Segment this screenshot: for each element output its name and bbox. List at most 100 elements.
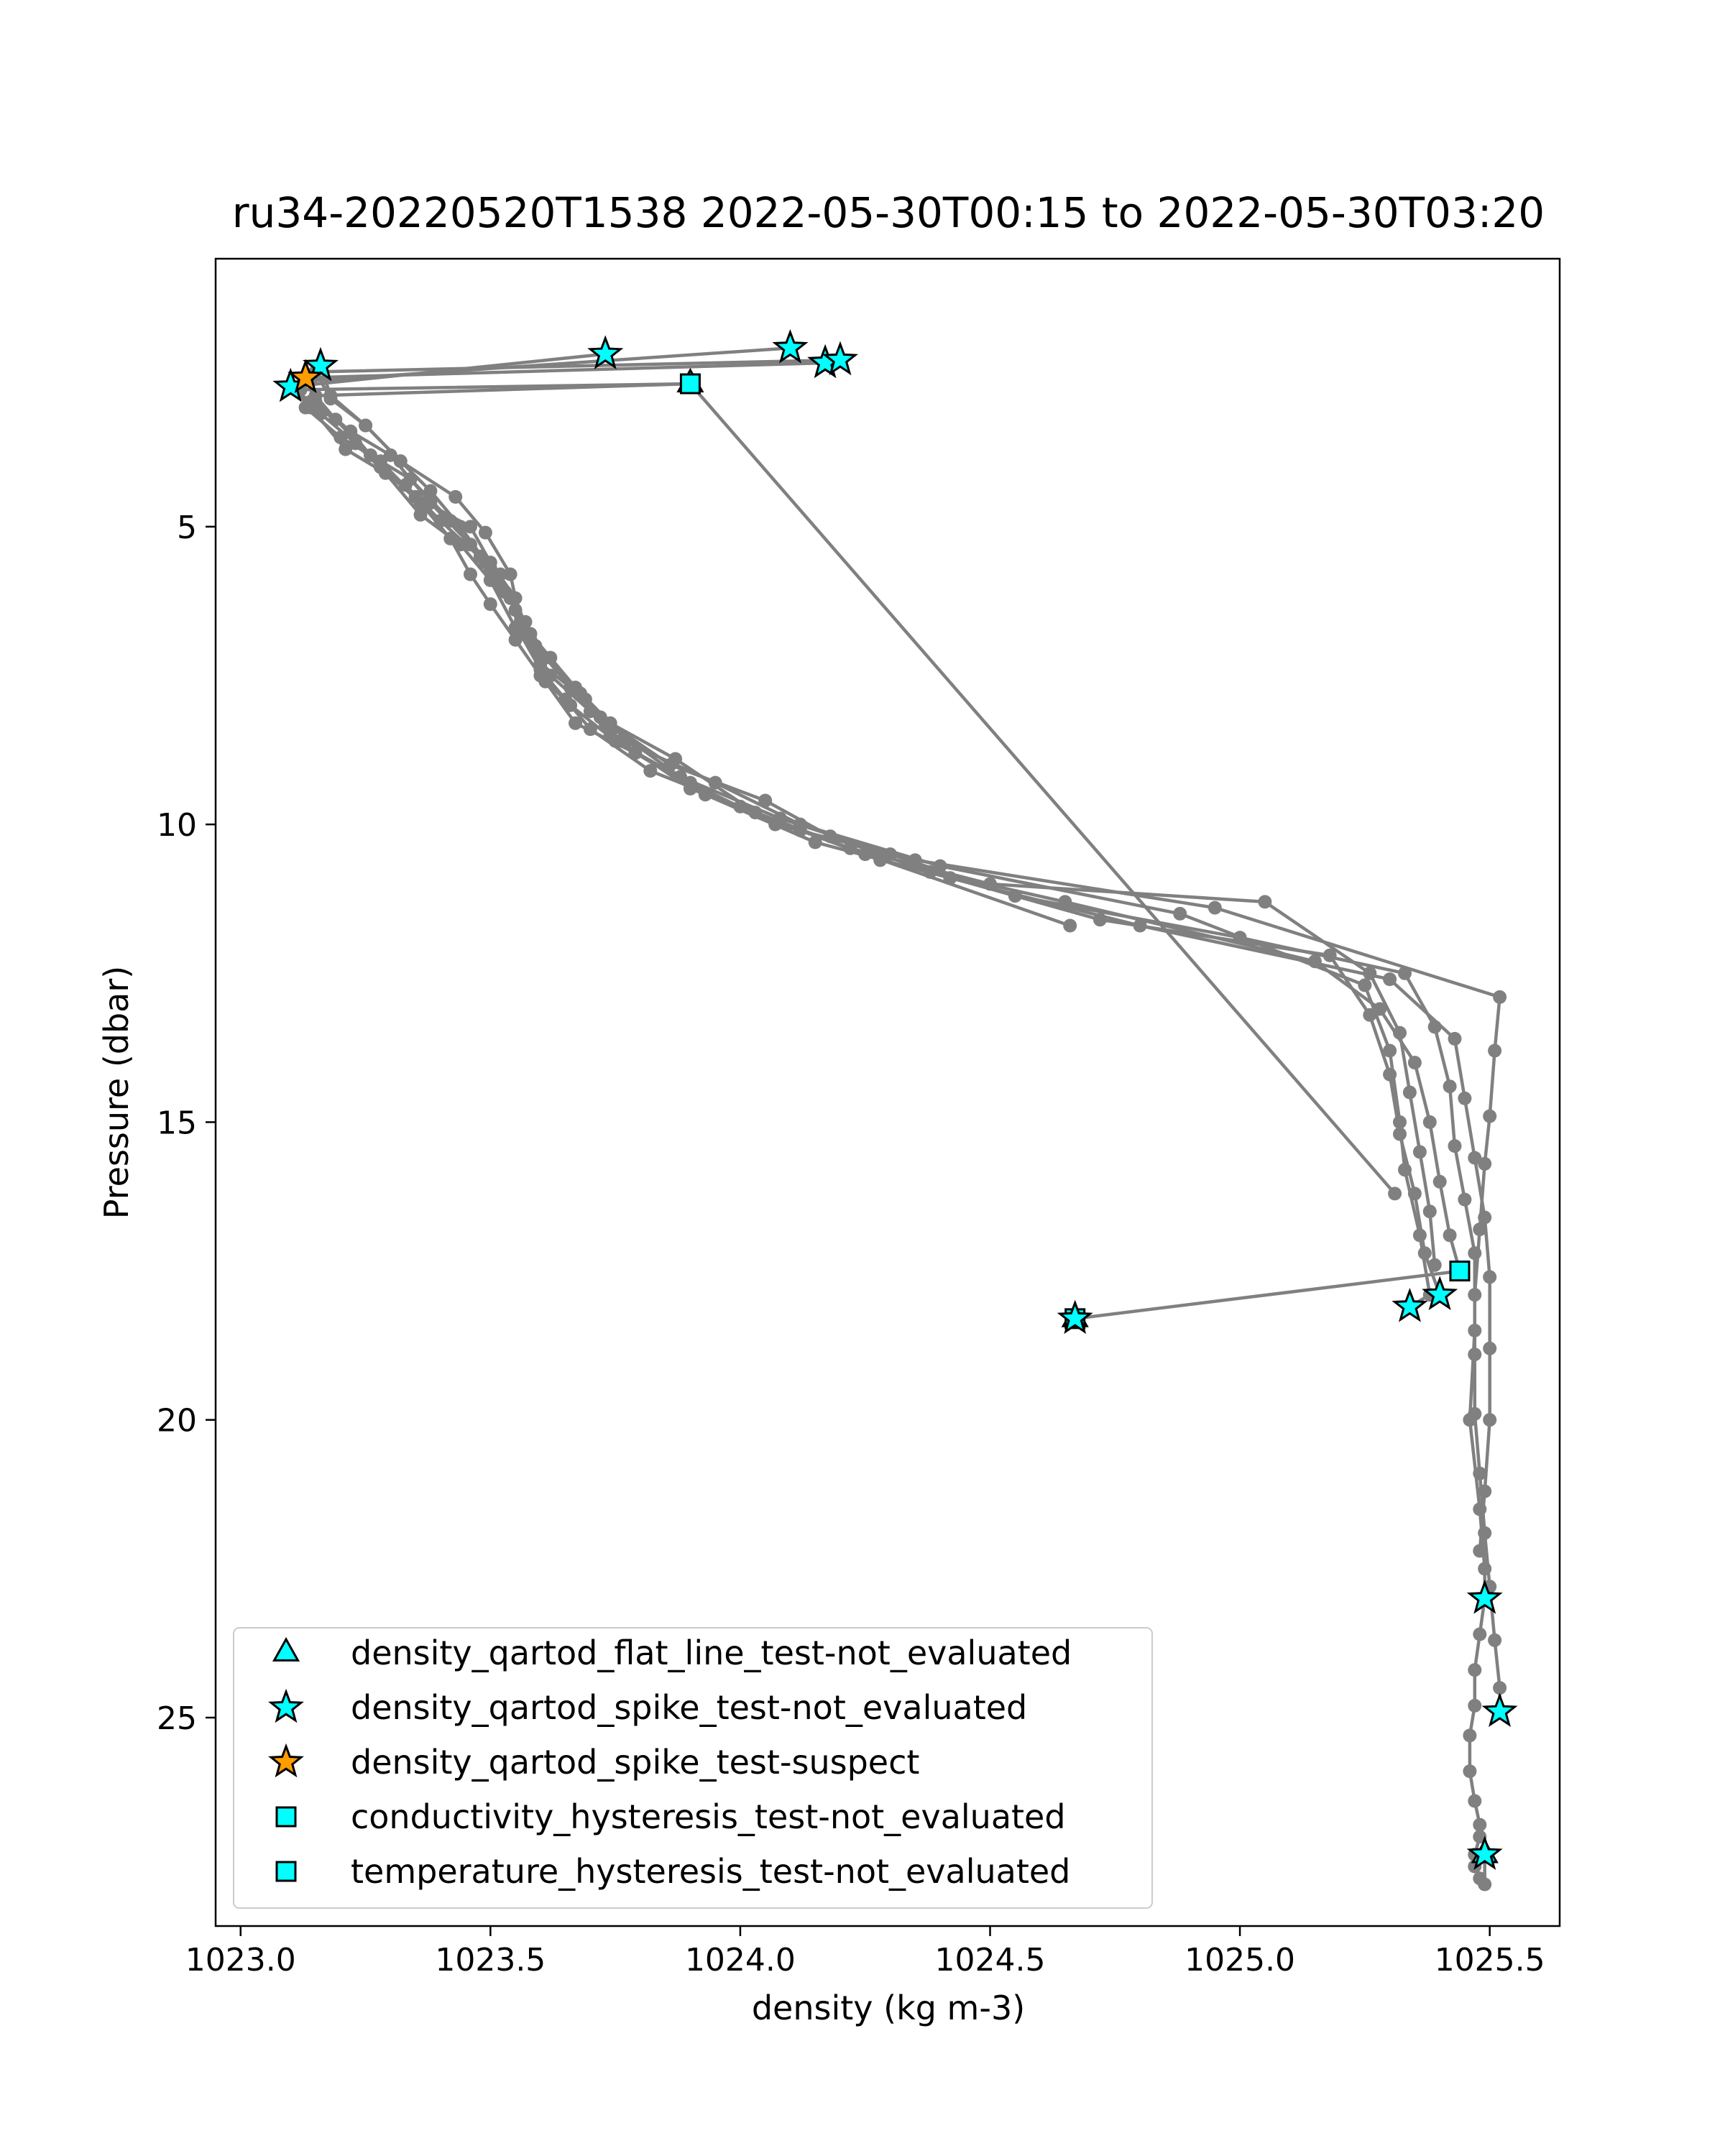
- y-tick-label: 20: [157, 1403, 197, 1439]
- profile-point: [483, 597, 497, 612]
- profile-line-6: [289, 385, 1501, 1712]
- qc-marker-star: [587, 335, 624, 369]
- x-tick-label: 1023.5: [435, 1942, 546, 1978]
- profile-point: [1233, 931, 1247, 945]
- x-tick-label: 1023.0: [185, 1942, 296, 1978]
- profile-point: [1443, 1079, 1457, 1094]
- profile-line-8: [313, 382, 1071, 928]
- profile-point: [1358, 978, 1372, 992]
- profile-point: [583, 722, 597, 737]
- profile-point: [1383, 1044, 1397, 1058]
- profile-point: [538, 650, 553, 665]
- qc-marker-star: [1392, 1288, 1428, 1322]
- profile-point: [1388, 1187, 1402, 1201]
- profile-point: [1458, 1091, 1472, 1105]
- profile-point: [1468, 1348, 1482, 1362]
- profile-point: [1063, 918, 1077, 933]
- x-tick-label: 1025.5: [1435, 1942, 1545, 1978]
- profile-point: [1432, 1174, 1447, 1189]
- profile-point: [403, 472, 418, 487]
- legend: density_qartod_flat_line_test-not_evalua…: [233, 1627, 1153, 1909]
- profile-point: [448, 489, 463, 504]
- profile-point: [808, 835, 822, 849]
- x-axis-label: density (kg m-3): [752, 1989, 1025, 2027]
- profile-point: [603, 716, 617, 730]
- x-tick-label: 1024.5: [935, 1942, 1046, 1978]
- qc-marker-star: [822, 341, 858, 376]
- profile-point: [1458, 1192, 1472, 1207]
- profile-point: [1478, 1156, 1492, 1171]
- legend-box: [233, 1627, 1153, 1909]
- profile-point: [1463, 1728, 1477, 1743]
- profile-point: [503, 567, 518, 581]
- qc-marker-square: [1449, 1261, 1471, 1282]
- profile-point: [513, 627, 528, 641]
- profile-point: [858, 847, 873, 862]
- profile-point: [478, 525, 492, 540]
- qc-marker-star: [1481, 1692, 1518, 1727]
- profile-point: [413, 507, 428, 522]
- profile-point: [473, 549, 487, 563]
- legend-label: density_qartod_spike_test-suspect: [351, 1743, 919, 1782]
- legend-marker-star: [268, 1743, 304, 1778]
- legend-marker-triangle: [272, 1636, 300, 1662]
- profile-point: [1473, 1627, 1487, 1641]
- profile-point: [1488, 1633, 1502, 1647]
- profile-point: [359, 418, 373, 433]
- profile-point: [383, 448, 397, 462]
- profile-point: [308, 389, 323, 403]
- profile-point: [1478, 1877, 1492, 1892]
- profile-point: [328, 413, 343, 427]
- qc-marker-star: [288, 359, 324, 393]
- profile-point: [1407, 1187, 1422, 1201]
- plot-frame: [214, 257, 1561, 1927]
- profile-point: [493, 579, 507, 594]
- y-tick-label: 25: [157, 1700, 197, 1737]
- profile-point: [339, 442, 353, 456]
- profile-point: [1383, 972, 1397, 987]
- profile-point: [1133, 918, 1147, 933]
- profile-point: [1468, 1698, 1482, 1713]
- profile-point: [1483, 1341, 1497, 1355]
- profile-point: [1393, 1026, 1407, 1040]
- profile-point: [1412, 1145, 1427, 1159]
- profile-point: [1208, 900, 1222, 915]
- profile-lines: [283, 341, 1507, 1892]
- profile-point: [1483, 1413, 1497, 1427]
- profile-point: [1473, 1544, 1487, 1558]
- qc-marker-star: [1466, 1580, 1503, 1614]
- profile-point: [344, 424, 358, 438]
- x-tick-label: 1025.0: [1184, 1942, 1295, 1978]
- profile-point: [1258, 895, 1272, 909]
- profile-point: [1363, 1008, 1377, 1022]
- profile-point: [533, 663, 548, 677]
- profile-point: [668, 752, 683, 766]
- profile-point: [1407, 1056, 1422, 1070]
- profile-point: [1363, 966, 1377, 980]
- profile-point: [393, 454, 408, 469]
- qc-marker-star: [1466, 1835, 1503, 1870]
- profile-line-2: [308, 346, 1442, 1296]
- profile-point: [1468, 1406, 1482, 1421]
- profile-point: [1402, 1085, 1417, 1100]
- profile-point: [569, 681, 582, 695]
- profile-point: [1488, 1044, 1502, 1058]
- profile-point: [443, 531, 458, 545]
- y-tick-label: 5: [177, 510, 197, 546]
- profile-line-9: [689, 382, 1397, 1195]
- qc-marker-star: [1422, 1276, 1458, 1310]
- y-tick-label: 10: [157, 807, 197, 844]
- qc-markers: [272, 329, 1518, 1870]
- profile-point: [1448, 1139, 1462, 1153]
- profile-point: [443, 514, 458, 528]
- profile-point: [1473, 1222, 1487, 1237]
- profile-point: [758, 793, 773, 808]
- profile-point: [1463, 1764, 1477, 1779]
- profile-point: [1448, 1031, 1462, 1046]
- y-axis-ticks: 5 10 15 20 25: [157, 510, 216, 1737]
- profile-point: [1483, 1109, 1497, 1123]
- profile-point: [748, 806, 763, 820]
- chart-title: ru34-20220520T1538 2022-05-30T00:15 to 2…: [232, 188, 1545, 237]
- legend-label: temperature_hysteresis_test-not_evaluate…: [351, 1852, 1070, 1891]
- qc-marker-square: [679, 373, 701, 395]
